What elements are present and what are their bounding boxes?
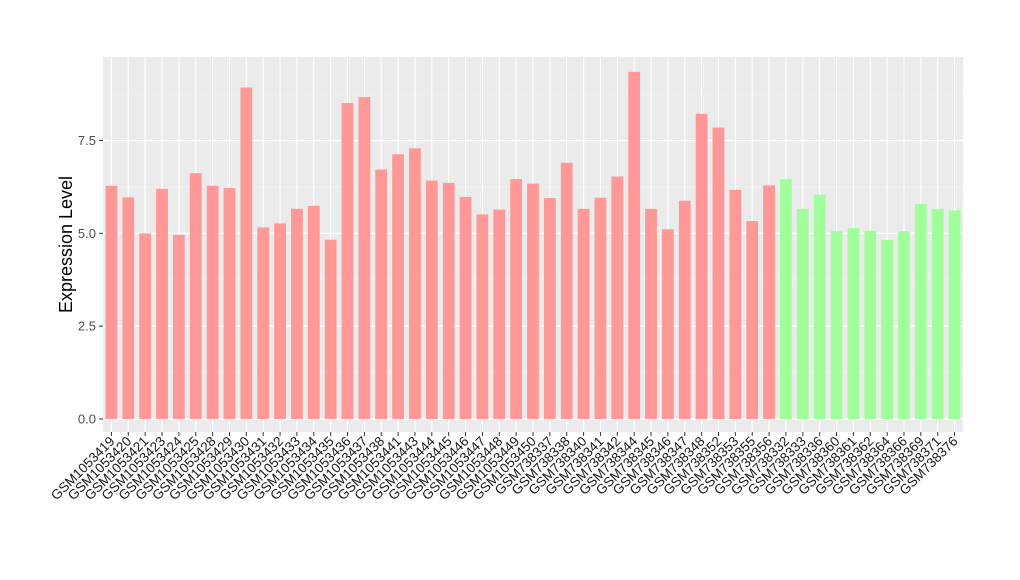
y-tick-label: 7.5 [78, 133, 96, 148]
bar [864, 230, 877, 420]
y-axis-title: Expression Level [56, 176, 76, 313]
bar [763, 185, 775, 420]
y-tick-label: 5.0 [78, 226, 96, 241]
bar [796, 208, 809, 420]
y-tick-label: 2.5 [78, 319, 96, 334]
x-axis: GSM1053419GSM1053420GSM1053421GSM1053423… [48, 432, 961, 503]
bar [375, 169, 388, 420]
bar [898, 231, 910, 420]
bar [931, 208, 944, 420]
bar [324, 239, 337, 420]
bar [156, 188, 168, 420]
bar [358, 97, 371, 420]
bar [678, 200, 691, 420]
bar [172, 234, 185, 420]
bar [291, 208, 303, 420]
bar [442, 182, 455, 420]
bar [543, 198, 556, 420]
bar [729, 189, 742, 420]
bar [914, 204, 927, 420]
bar [223, 188, 236, 420]
bar [813, 194, 826, 420]
bar [611, 176, 624, 420]
bar [695, 113, 708, 420]
bar [847, 228, 860, 420]
bar [746, 221, 759, 420]
bar [409, 148, 421, 420]
bar [122, 197, 135, 420]
bar [240, 87, 253, 420]
bar [257, 227, 270, 420]
bar [105, 185, 118, 420]
bar [948, 210, 961, 420]
y-axis: 0.0 2.5 5.0 7.5 [78, 133, 103, 427]
bar [594, 197, 607, 420]
bar [206, 185, 219, 420]
bar [527, 183, 539, 420]
bar [560, 162, 573, 420]
bar [780, 179, 792, 420]
bar [189, 173, 202, 420]
bar [476, 214, 489, 420]
bar [459, 196, 472, 420]
bar [628, 71, 641, 420]
bar [662, 229, 674, 420]
bar [830, 231, 843, 420]
bar [577, 208, 590, 420]
bar [712, 127, 725, 420]
bar [510, 179, 523, 420]
bars [105, 71, 961, 420]
bar [493, 209, 506, 420]
bar [881, 240, 894, 420]
bar [392, 154, 404, 420]
bar [645, 208, 657, 420]
y-tick-label: 0.0 [78, 412, 96, 427]
bar [139, 233, 152, 420]
bar [425, 180, 438, 420]
bar [274, 223, 286, 420]
bar [307, 205, 320, 420]
bar [341, 103, 354, 420]
